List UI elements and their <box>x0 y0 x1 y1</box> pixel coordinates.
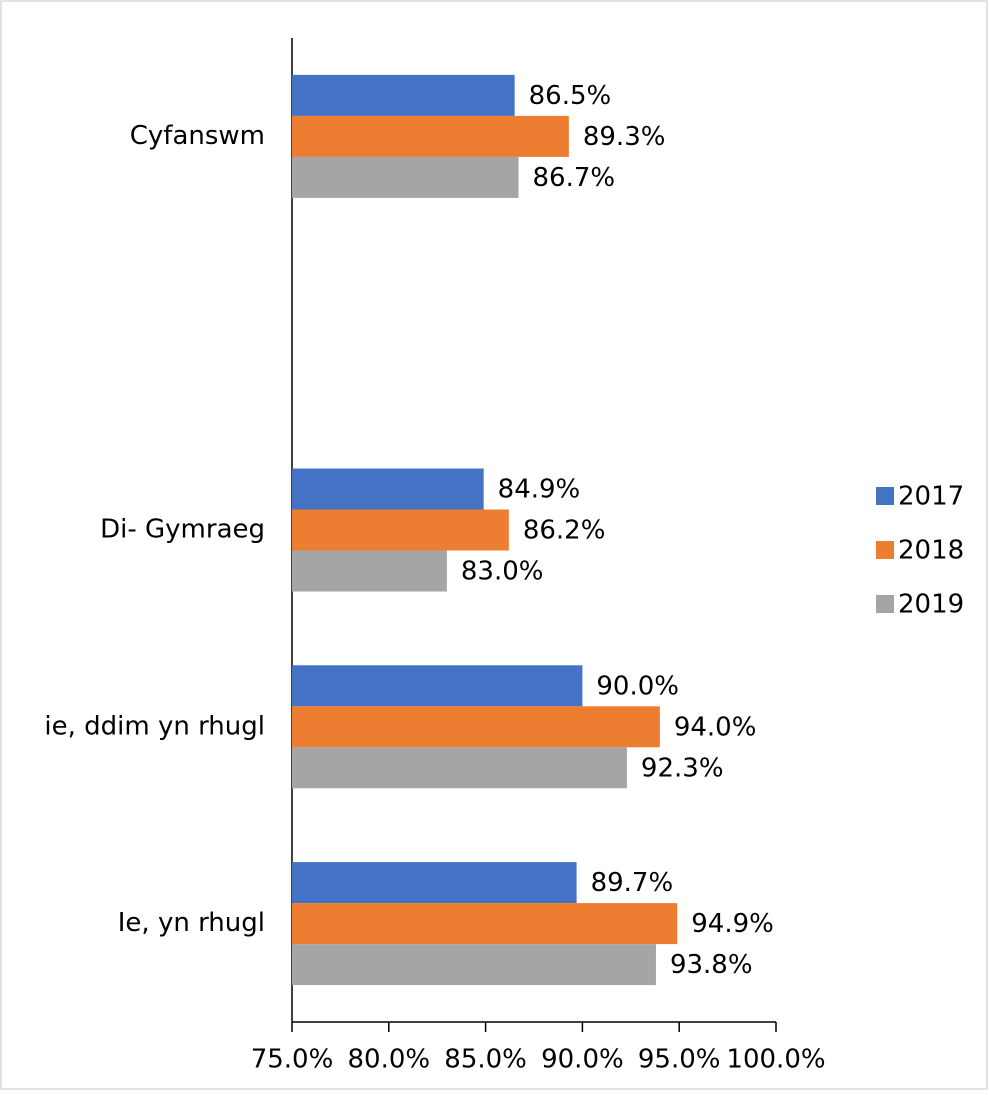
bar <box>292 747 627 789</box>
bar <box>292 74 515 116</box>
data-label: 84.9% <box>498 475 581 505</box>
data-label: 94.9% <box>691 909 774 939</box>
y-tick-label: Cyfanswm <box>130 121 265 151</box>
data-label: 94.0% <box>674 712 757 742</box>
bar <box>292 706 660 748</box>
data-label: 89.3% <box>583 122 666 152</box>
x-tick-label: 90.0% <box>541 1045 624 1075</box>
bar <box>292 903 678 945</box>
data-label: 89.7% <box>591 868 674 898</box>
data-label: 83.0% <box>461 557 544 587</box>
data-label: 93.8% <box>670 950 753 980</box>
x-tick-label: 95.0% <box>638 1045 721 1075</box>
legend-label: 2017 <box>898 482 964 512</box>
legend-label: 2019 <box>898 590 964 620</box>
bar <box>292 509 509 551</box>
data-label: 86.7% <box>533 163 616 193</box>
bar <box>292 665 583 707</box>
x-tick-label: 85.0% <box>444 1045 527 1075</box>
bar <box>292 156 519 198</box>
bar <box>292 550 447 592</box>
y-tick-label: Ie, yn rhugl <box>118 908 265 938</box>
bar <box>292 862 577 904</box>
y-tick-label: ie, ddim yn rhugl <box>44 711 265 741</box>
x-tick-label: 80.0% <box>347 1045 430 1075</box>
y-tick-label: Di- Gymraeg <box>100 515 265 545</box>
data-label: 90.0% <box>596 671 679 701</box>
legend-swatch <box>876 595 894 613</box>
x-tick-label: 75.0% <box>251 1045 334 1075</box>
x-tick-label: 100.0% <box>726 1045 825 1075</box>
legend-swatch <box>876 541 894 559</box>
bar <box>292 115 569 157</box>
data-label: 92.3% <box>641 753 724 783</box>
legend-label: 2018 <box>898 536 964 566</box>
data-label: 86.2% <box>523 516 606 546</box>
bar <box>292 468 484 510</box>
legend-swatch <box>876 487 894 505</box>
data-label: 86.5% <box>529 81 612 111</box>
bar <box>292 944 656 986</box>
